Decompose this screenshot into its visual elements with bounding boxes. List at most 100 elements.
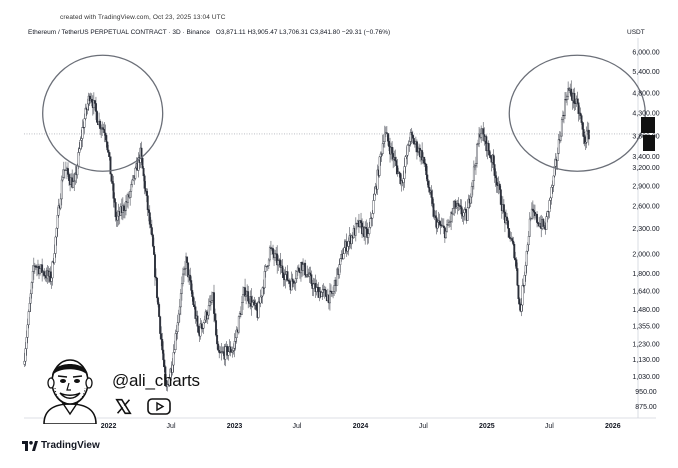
candle <box>183 266 185 283</box>
candle <box>531 200 534 220</box>
candle <box>310 270 313 287</box>
candle <box>509 231 512 242</box>
candle <box>31 265 34 289</box>
candle <box>406 143 409 165</box>
candle <box>378 155 381 178</box>
candle <box>154 252 156 286</box>
candle <box>224 343 227 367</box>
candle <box>134 166 137 181</box>
candle <box>523 271 526 294</box>
candle <box>477 139 479 147</box>
candle <box>545 212 548 230</box>
candle <box>460 199 463 219</box>
candle <box>116 210 119 227</box>
candle <box>235 326 238 344</box>
candle <box>141 157 144 169</box>
candle <box>231 346 234 358</box>
candle <box>206 309 209 325</box>
x-tick-label: 2023 <box>227 423 243 430</box>
candle <box>392 147 395 169</box>
candle <box>49 266 52 285</box>
candle <box>32 257 35 280</box>
candle <box>263 265 266 295</box>
candle <box>426 166 429 186</box>
candle <box>302 258 304 276</box>
candle <box>238 311 241 319</box>
candle <box>380 151 383 162</box>
candle <box>92 92 95 115</box>
candle <box>402 170 405 191</box>
candle <box>51 260 54 286</box>
candle <box>492 149 495 171</box>
candle <box>432 199 435 219</box>
candle <box>584 134 587 151</box>
candle <box>86 98 89 115</box>
candle <box>462 210 465 225</box>
y-tick-label: 2,300.00 <box>632 226 659 233</box>
candle <box>61 169 64 183</box>
candle <box>549 196 552 209</box>
candle <box>570 80 573 100</box>
candle <box>455 200 458 209</box>
candle <box>536 211 538 228</box>
candle <box>28 296 31 313</box>
candle <box>82 121 85 129</box>
candle <box>556 147 559 170</box>
candle <box>200 320 203 330</box>
candle <box>41 258 44 282</box>
x-tick-label: Jul <box>545 423 554 430</box>
candle <box>411 130 414 143</box>
candle <box>508 228 511 239</box>
candle <box>177 309 180 326</box>
candle <box>57 198 60 218</box>
candle <box>386 133 389 146</box>
candle <box>454 199 457 214</box>
tradingview-logo-icon <box>22 440 38 451</box>
ohlc-values: O3,871.11 H3,905.47 L3,706.31 C3,841.80 … <box>215 29 391 36</box>
candle <box>259 289 262 308</box>
candle <box>158 302 161 318</box>
candle <box>74 166 77 185</box>
candle <box>39 264 41 276</box>
candle <box>330 284 332 297</box>
candle <box>324 286 327 297</box>
candle <box>552 175 555 193</box>
y-tick-label: 6,000.00 <box>632 49 659 56</box>
x-logo-icon[interactable] <box>115 398 132 415</box>
candle <box>149 217 152 235</box>
candle <box>421 142 424 164</box>
candle <box>112 175 115 208</box>
candle <box>125 195 127 216</box>
candle <box>514 251 517 267</box>
candle <box>88 93 91 106</box>
symbol-legend: Ethereum / TetherUS PERPETUAL CONTRACT ·… <box>28 29 390 36</box>
candle <box>171 358 174 376</box>
youtube-play-icon[interactable] <box>147 398 171 415</box>
candle <box>288 278 291 288</box>
candle <box>323 285 326 299</box>
candle <box>217 341 220 351</box>
candle <box>520 298 523 317</box>
candle <box>495 171 498 193</box>
x-tick-label: 2024 <box>353 423 369 430</box>
candle <box>137 152 140 178</box>
y-tick-label: 1,030.00 <box>632 374 659 381</box>
candle <box>229 341 232 357</box>
candle <box>245 290 248 305</box>
candle <box>566 94 569 106</box>
candle <box>214 308 216 323</box>
candle <box>178 298 181 323</box>
candle <box>487 140 490 155</box>
candle <box>163 353 166 373</box>
candle <box>159 315 162 340</box>
candle <box>470 182 473 204</box>
candle <box>338 259 341 279</box>
candle <box>25 330 28 356</box>
candle <box>537 221 540 227</box>
candle <box>124 202 126 219</box>
candle <box>424 158 427 171</box>
candle <box>26 318 29 344</box>
candle <box>180 276 183 301</box>
candle <box>166 380 169 392</box>
